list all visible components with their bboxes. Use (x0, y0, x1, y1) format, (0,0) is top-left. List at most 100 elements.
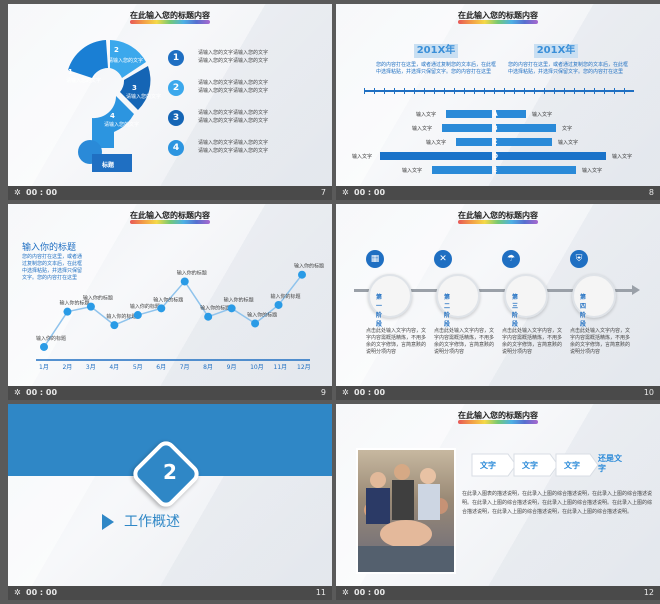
data-point (251, 319, 260, 328)
transition-star-icon[interactable]: ✲ (14, 188, 21, 197)
point-label: 输入你的标题 (271, 293, 301, 300)
point-label: 输入你的标题 (130, 303, 160, 310)
slide-title: 在此输入您的标题内容 (130, 211, 210, 220)
slide-status-bar: ✲ 00 : 00 8 (336, 186, 660, 200)
x-tick-label: 5月 (133, 364, 143, 371)
year-label-right: 201X年 (534, 44, 578, 58)
row-text-3a: 请输入您的文字请输入您的文字 (198, 110, 269, 116)
row-text-4a: 请输入您的文字请输入您的文字 (198, 140, 269, 146)
slide-status-bar: ✲ 00 : 00 12 (336, 586, 660, 600)
x-tick-label: 1月 (39, 364, 49, 371)
right-label-4: 输入文字 (612, 153, 632, 160)
question-mark-graphic: 1 请输入您的文字 2 请输入您的文字 3 请输入您的文字 4 请输入您的文字 … (66, 40, 161, 172)
data-point (180, 277, 189, 286)
point-label: 输入你的标题 (294, 263, 324, 270)
row-text-4b: 请输入您的文字请输入您的文字 (198, 148, 269, 154)
slide-timing: 00 : 00 (354, 388, 386, 397)
data-point (40, 342, 48, 351)
slide-11-canvas: 2 工作概述 (8, 404, 332, 586)
data-point (298, 270, 306, 279)
x-tick-label: 6月 (156, 364, 166, 371)
step-number-1: 1 (168, 50, 184, 66)
rainbow-stroke (458, 20, 538, 24)
point-label: 输入你的标题 (83, 295, 113, 302)
row-text-1b: 请输入您的文字请输入您的文字 (198, 58, 269, 64)
chart-desc: 您的内容打在这里，或者通过复制您的文本后，在此框中选择粘贴，并选择只保留文字。您… (22, 254, 83, 281)
row-text-2b: 请输入您的文字请输入您的文字 (198, 88, 269, 94)
play-arrow-icon (102, 514, 114, 530)
x-tick-label: 2月 (62, 364, 72, 371)
row-text-3b: 请输入您的文字请输入您的文字 (198, 118, 269, 124)
slide-10-canvas: 在此输入您的标题内容 ▦ 第一阶段 点击此处输入文字内容，文字内容需概括精炼，不… (336, 204, 660, 386)
q-seg-text-4: 请输入您的文字 (104, 121, 139, 128)
slide-thumb-11[interactable]: 2 工作概述 ✲ 00 : 00 11 (8, 404, 332, 600)
row-text-2a: 请输入您的文字请输入您的文字 (198, 80, 269, 86)
point-label: 输入你的标题 (200, 305, 230, 312)
rainbow-stroke (458, 220, 538, 224)
left-label-5: 输入文字 (402, 167, 422, 174)
slide-title: 在此输入您的标题内容 (458, 11, 538, 20)
step-desc: 点击此处输入文字内容，文字内容需概括精炼，不用多余的文字修饰，言简意赅的说明分项… (434, 328, 495, 355)
slide-thumb-10[interactable]: 在此输入您的标题内容 ▦ 第一阶段 点击此处输入文字内容，文字内容需概括精炼，不… (336, 204, 660, 400)
step-label: 第三阶段 (512, 294, 519, 328)
point-label: 输入你的标题 (59, 300, 89, 307)
q-seg-text-3: 请输入您的文字 (126, 93, 161, 100)
data-point (204, 312, 213, 321)
pill-label-4: 还是文字 (598, 454, 622, 473)
step-number-3: 3 (168, 110, 184, 126)
transition-star-icon[interactable]: ✲ (342, 388, 349, 397)
slide-timing: 00 : 00 (26, 388, 58, 397)
slide-thumb-9[interactable]: 在此输入您的标题内容 输入你的标题 您的内容打在这里，或者通过复制您的文本后，在… (8, 204, 332, 400)
transition-star-icon[interactable]: ✲ (342, 588, 349, 597)
point-label: 输入你的标题 (153, 296, 183, 303)
data-point (157, 304, 166, 313)
umbrella-icon: ☂ (502, 250, 520, 268)
x-tick-label: 10月 (250, 364, 264, 371)
x-tick-label: 4月 (109, 364, 119, 371)
point-label: 输入你的标题 (106, 313, 136, 320)
x-tick-label: 12月 (297, 364, 311, 371)
letter-a: A (493, 111, 498, 118)
tools-icon: ✕ (434, 250, 452, 268)
step-desc: 点击此处输入文字内容，文字内容需概括精炼，不用多余的文字修饰，言简意赅的说明分项… (502, 328, 563, 355)
step-label: 第四阶段 (580, 294, 587, 328)
left-label-1: 输入文字 (416, 111, 436, 118)
data-point (133, 311, 142, 320)
slide-7-canvas: 在此输入您的标题内容 1 请输入您的文字 2 请输入您的文字 3 请输入您的文字… (8, 4, 332, 186)
q-seg-num-3: 3 (132, 84, 137, 92)
step-label: 第二阶段 (444, 294, 451, 328)
point-label: 输入你的标题 (36, 335, 66, 342)
q-seg-num-1: 1 (68, 68, 73, 76)
x-tick-label: 7月 (180, 364, 190, 371)
butterfly-bars: A B C D E 输入文字 输入文字 输入文字 输入文字 输入文字 输入文字 … (352, 110, 632, 174)
slide-number: 7 (320, 188, 326, 197)
year-label-left: 201X年 (414, 44, 458, 58)
row-text-1a: 请输入您的文字请输入您的文字 (198, 50, 269, 56)
slide-title: 在此输入您的标题内容 (130, 11, 210, 20)
slide-8-canvas: 在此输入您的标题内容 201X年 201X年 您的内容打在这里，或者通过复制您的… (336, 4, 660, 186)
slide-status-bar: ✲ 00 : 00 7 (8, 186, 332, 200)
list-item: 3 请输入您的文字请输入您的文字 请输入您的文字请输入您的文字 (168, 106, 328, 136)
x-tick-label: 9月 (227, 364, 237, 371)
transition-star-icon[interactable]: ✲ (14, 388, 21, 397)
data-point (86, 302, 95, 311)
list-item: 4 请输入您的文字请输入您的文字 请输入您的文字请输入您的文字 (168, 136, 328, 166)
section-number: 2 (163, 460, 177, 484)
slide-thumb-8[interactable]: 在此输入您的标题内容 201X年 201X年 您的内容打在这里，或者通过复制您的… (336, 4, 660, 200)
slide-timing: 00 : 00 (354, 588, 386, 597)
slide-number: 11 (315, 588, 326, 597)
rainbow-stroke (130, 220, 210, 224)
slide-thumb-12[interactable]: 在此输入您的标题内容 文字 文字 文字 还是文字 在此录入 (336, 404, 660, 600)
list-item: 2 请输入您的文字请输入您的文字 请输入您的文字请输入您的文字 (168, 76, 328, 106)
desc-left: 您的内容打在这里，或者通过复制您的文本后，在此框中选择粘贴，并选择只保留文字。您… (376, 62, 497, 75)
slide-status-bar: ✲ 00 : 00 10 (336, 386, 660, 400)
slide-9-canvas: 在此输入您的标题内容 输入你的标题 您的内容打在这里，或者通过复制您的文本后，在… (8, 204, 332, 386)
x-tick-label: 8月 (203, 364, 213, 371)
q-seg-num-4: 4 (110, 112, 115, 120)
transition-star-icon[interactable]: ✲ (342, 188, 349, 197)
slide-thumb-7[interactable]: 在此输入您的标题内容 1 请输入您的文字 2 请输入您的文字 3 请输入您的文字… (8, 4, 332, 200)
transition-star-icon[interactable]: ✲ (14, 588, 21, 597)
data-point (274, 300, 283, 309)
step-desc: 点击此处输入文字内容，文字内容需概括精炼，不用多余的文字修饰，言简意赅的说明分项… (366, 328, 427, 355)
team-photo (356, 448, 456, 574)
